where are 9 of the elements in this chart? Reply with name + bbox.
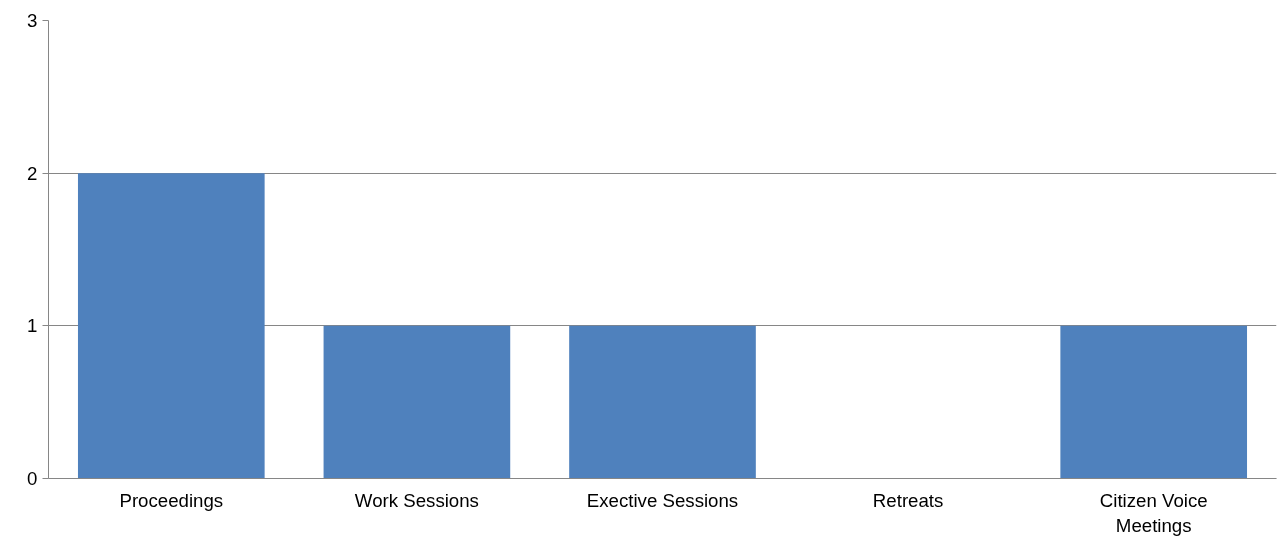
- x-tick-label: Work Sessions: [354, 489, 479, 511]
- x-tick-label: Exective Sessions: [586, 489, 739, 511]
- x-tick-label: Proceedings: [119, 489, 224, 511]
- x-tick-label: Retreats: [872, 489, 944, 511]
- y-tick-label: 1: [27, 315, 38, 337]
- y-tick-label: 2: [27, 162, 38, 184]
- x-tick-label: Citizen Voice Meetings: [1099, 489, 1208, 536]
- y-tick-label: 3: [27, 10, 38, 31]
- y-tick-label: 0: [27, 468, 38, 489]
